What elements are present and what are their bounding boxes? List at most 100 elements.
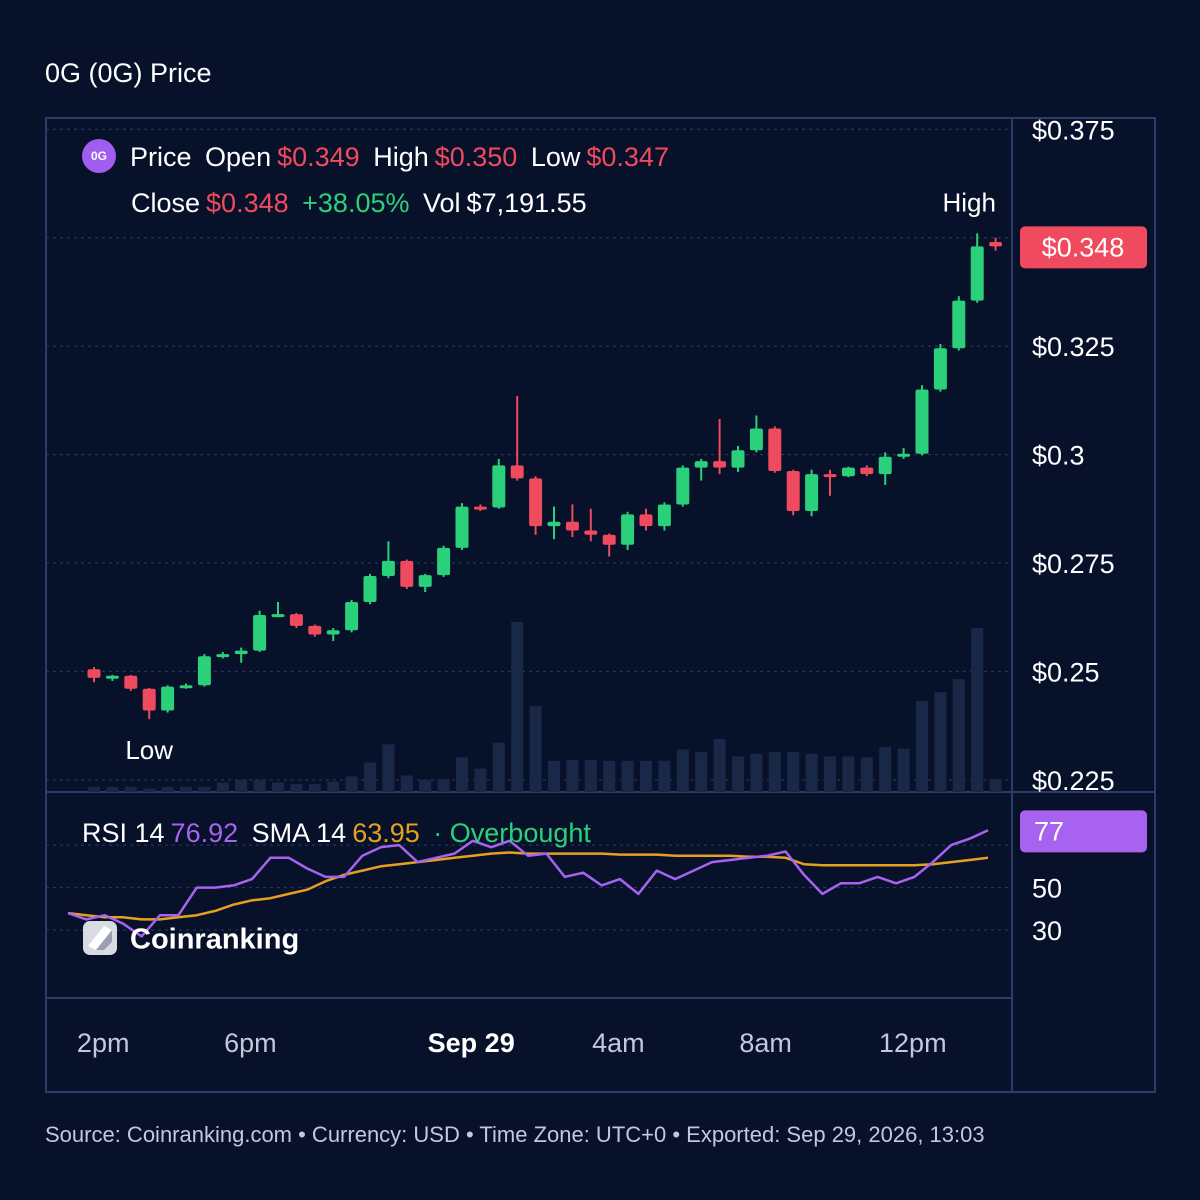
candle-body <box>418 575 432 587</box>
rsi-line <box>67 829 989 938</box>
candle-body <box>234 650 248 655</box>
candle-body <box>621 514 635 545</box>
time-axis-label: 2pm <box>77 1028 130 1058</box>
volume-bar <box>235 779 248 792</box>
volume-bar <box>860 757 873 792</box>
volume-bar <box>529 706 542 792</box>
volume-bar <box>768 752 781 792</box>
volume-bar <box>290 784 303 792</box>
ohlc-legend-row1: 0G Price Open $0.349 High $0.350 Low $0.347 <box>82 139 675 176</box>
volume-bar <box>124 786 137 792</box>
price-tick-label: $0.225 <box>1032 766 1115 796</box>
volume-bar <box>934 692 947 792</box>
candle-body <box>124 675 138 689</box>
time-axis-label: 12pm <box>879 1028 947 1058</box>
volume-bar <box>511 622 524 792</box>
rsi-label: RSI 14 <box>82 818 165 848</box>
volume-bar <box>400 775 413 792</box>
volume-bar <box>787 752 800 792</box>
volume-bar <box>308 784 321 792</box>
volume-bar <box>732 756 744 792</box>
open-label: Open <box>205 142 272 173</box>
price-tick-label: $0.325 <box>1032 332 1115 362</box>
volume-bar <box>640 760 652 792</box>
sma-line <box>67 851 989 921</box>
candle-body <box>565 521 579 531</box>
volume-bar <box>143 788 156 792</box>
coinranking-brand: Coinranking <box>82 921 300 959</box>
candle-body <box>805 474 819 511</box>
open-value: $0.349 <box>277 142 360 173</box>
candle-body <box>823 474 837 478</box>
volume-bar <box>382 744 395 792</box>
candle-body <box>768 428 782 472</box>
candle-body <box>731 450 745 468</box>
coinranking-logo-icon <box>83 921 117 955</box>
candle-body <box>492 465 506 508</box>
low-annotation: Low <box>125 735 173 765</box>
current-price-badge <box>1020 226 1147 269</box>
brand-name: Coinranking <box>130 923 300 956</box>
volume-bar <box>584 759 597 792</box>
high-value: $0.350 <box>434 142 518 173</box>
candle-body <box>952 300 966 349</box>
candle-body <box>381 560 395 577</box>
candle-body <box>308 625 322 635</box>
price-tick-label: $0.375 <box>1032 115 1115 145</box>
volume-bar <box>621 760 634 792</box>
ohlc-legend-row2: Close $0.348 +38.05% Vol $7,191.55 <box>131 188 593 219</box>
volume-bar <box>345 776 358 792</box>
volume-bar <box>989 778 1002 792</box>
footer-source: Source: Coinranking.com • Currency: USD … <box>45 1122 985 1147</box>
rsi-value: 76.92 <box>170 818 239 848</box>
rsi-tick-label: 30 <box>1032 916 1062 946</box>
volume-bar <box>106 786 119 792</box>
volume-bar <box>603 760 616 792</box>
candle-body <box>657 504 671 527</box>
low-label: Low <box>530 142 581 173</box>
candle-body <box>400 560 414 587</box>
volume-bar <box>566 759 579 792</box>
candle-body <box>713 461 727 468</box>
rsi-current-badge <box>1020 810 1147 853</box>
time-axis-label: 8am <box>739 1028 792 1058</box>
candle-body <box>529 478 543 527</box>
volume-bar <box>253 779 266 792</box>
candle-body <box>989 242 1003 247</box>
time-axis-label: 4am <box>592 1028 645 1058</box>
candle-body <box>142 688 156 711</box>
price-series-label: Price <box>130 142 192 173</box>
volume-bar <box>805 753 818 792</box>
volume-bar <box>548 760 560 792</box>
volume-bar <box>713 739 726 792</box>
candle-body <box>363 576 377 603</box>
candle-body <box>970 246 984 301</box>
candle-body <box>473 506 487 510</box>
candle-body <box>197 656 211 686</box>
volume-bar <box>916 700 928 792</box>
page-title: 0G (0G) Price <box>45 58 212 88</box>
current-price-label: $0.348 <box>1042 232 1125 262</box>
rsi-tick-label: 50 <box>1032 874 1062 904</box>
overbought-status: · Overbought <box>433 818 591 848</box>
volume-bar <box>971 628 984 792</box>
candle-body <box>510 465 524 479</box>
sma-value: 63.95 <box>352 818 420 848</box>
close-value: $0.348 <box>206 188 289 218</box>
candle-body <box>694 461 708 468</box>
candle-body <box>547 521 561 527</box>
candle-body <box>437 547 451 576</box>
0g-token-icon: 0G <box>82 139 116 173</box>
volume-label: Vol <box>423 188 461 218</box>
volume-bar <box>492 742 505 792</box>
volume-bar <box>216 782 229 792</box>
candle-body <box>860 467 874 475</box>
volume-bar <box>456 757 468 792</box>
candle-body <box>271 614 285 618</box>
volume-bar <box>695 752 708 792</box>
volume-bar <box>198 786 211 792</box>
candle-body <box>676 467 690 505</box>
volume-bar <box>842 756 855 792</box>
candle-body <box>786 471 800 511</box>
